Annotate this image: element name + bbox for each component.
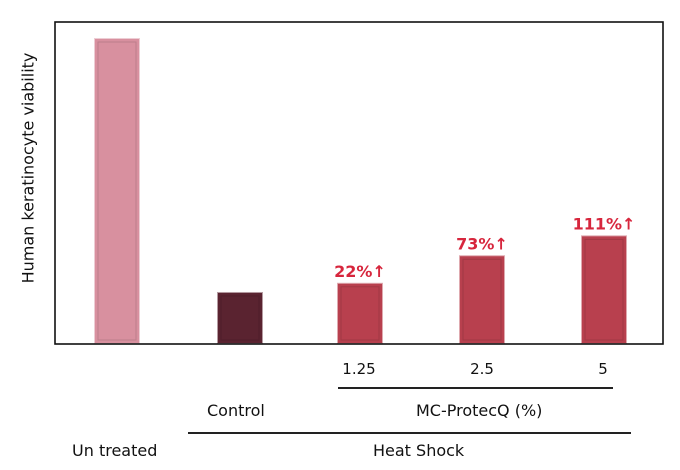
bar-un-treated [93,37,141,345]
bar-control [216,290,264,346]
bar-bevel [462,258,502,341]
control-label: Control [207,401,265,420]
plot-frame [54,21,664,345]
bars-layer [93,37,628,346]
bar-1.25 [336,281,384,345]
tick-label-1.25: 1.25 [342,360,376,378]
heat-shock-label: Heat Shock [373,441,465,460]
bar-bevel [340,286,380,341]
annotation-2.5: 73%↑ [456,234,508,253]
annotations-layer: 22%↑ 73%↑ 111%↑ [334,214,635,280]
bar-5 [580,234,628,345]
heat-shock-rule [188,432,631,434]
bar-bevel [220,295,260,341]
annotation-1.25: 22%↑ [334,262,386,281]
y-axis-label: Human keratinocyte viability [18,52,38,284]
annotation-5: 111%↑ [573,214,636,233]
bar-bevel [584,238,624,341]
bar-2.5 [458,254,506,345]
tick-label-2.5: 2.5 [470,360,494,378]
untreated-label: Un treated [72,441,158,460]
tick-label-5: 5 [598,360,608,378]
product-group-label: MC-ProtecQ (%) [416,401,543,420]
bar-bevel [97,41,137,341]
product-group-rule [338,387,613,389]
